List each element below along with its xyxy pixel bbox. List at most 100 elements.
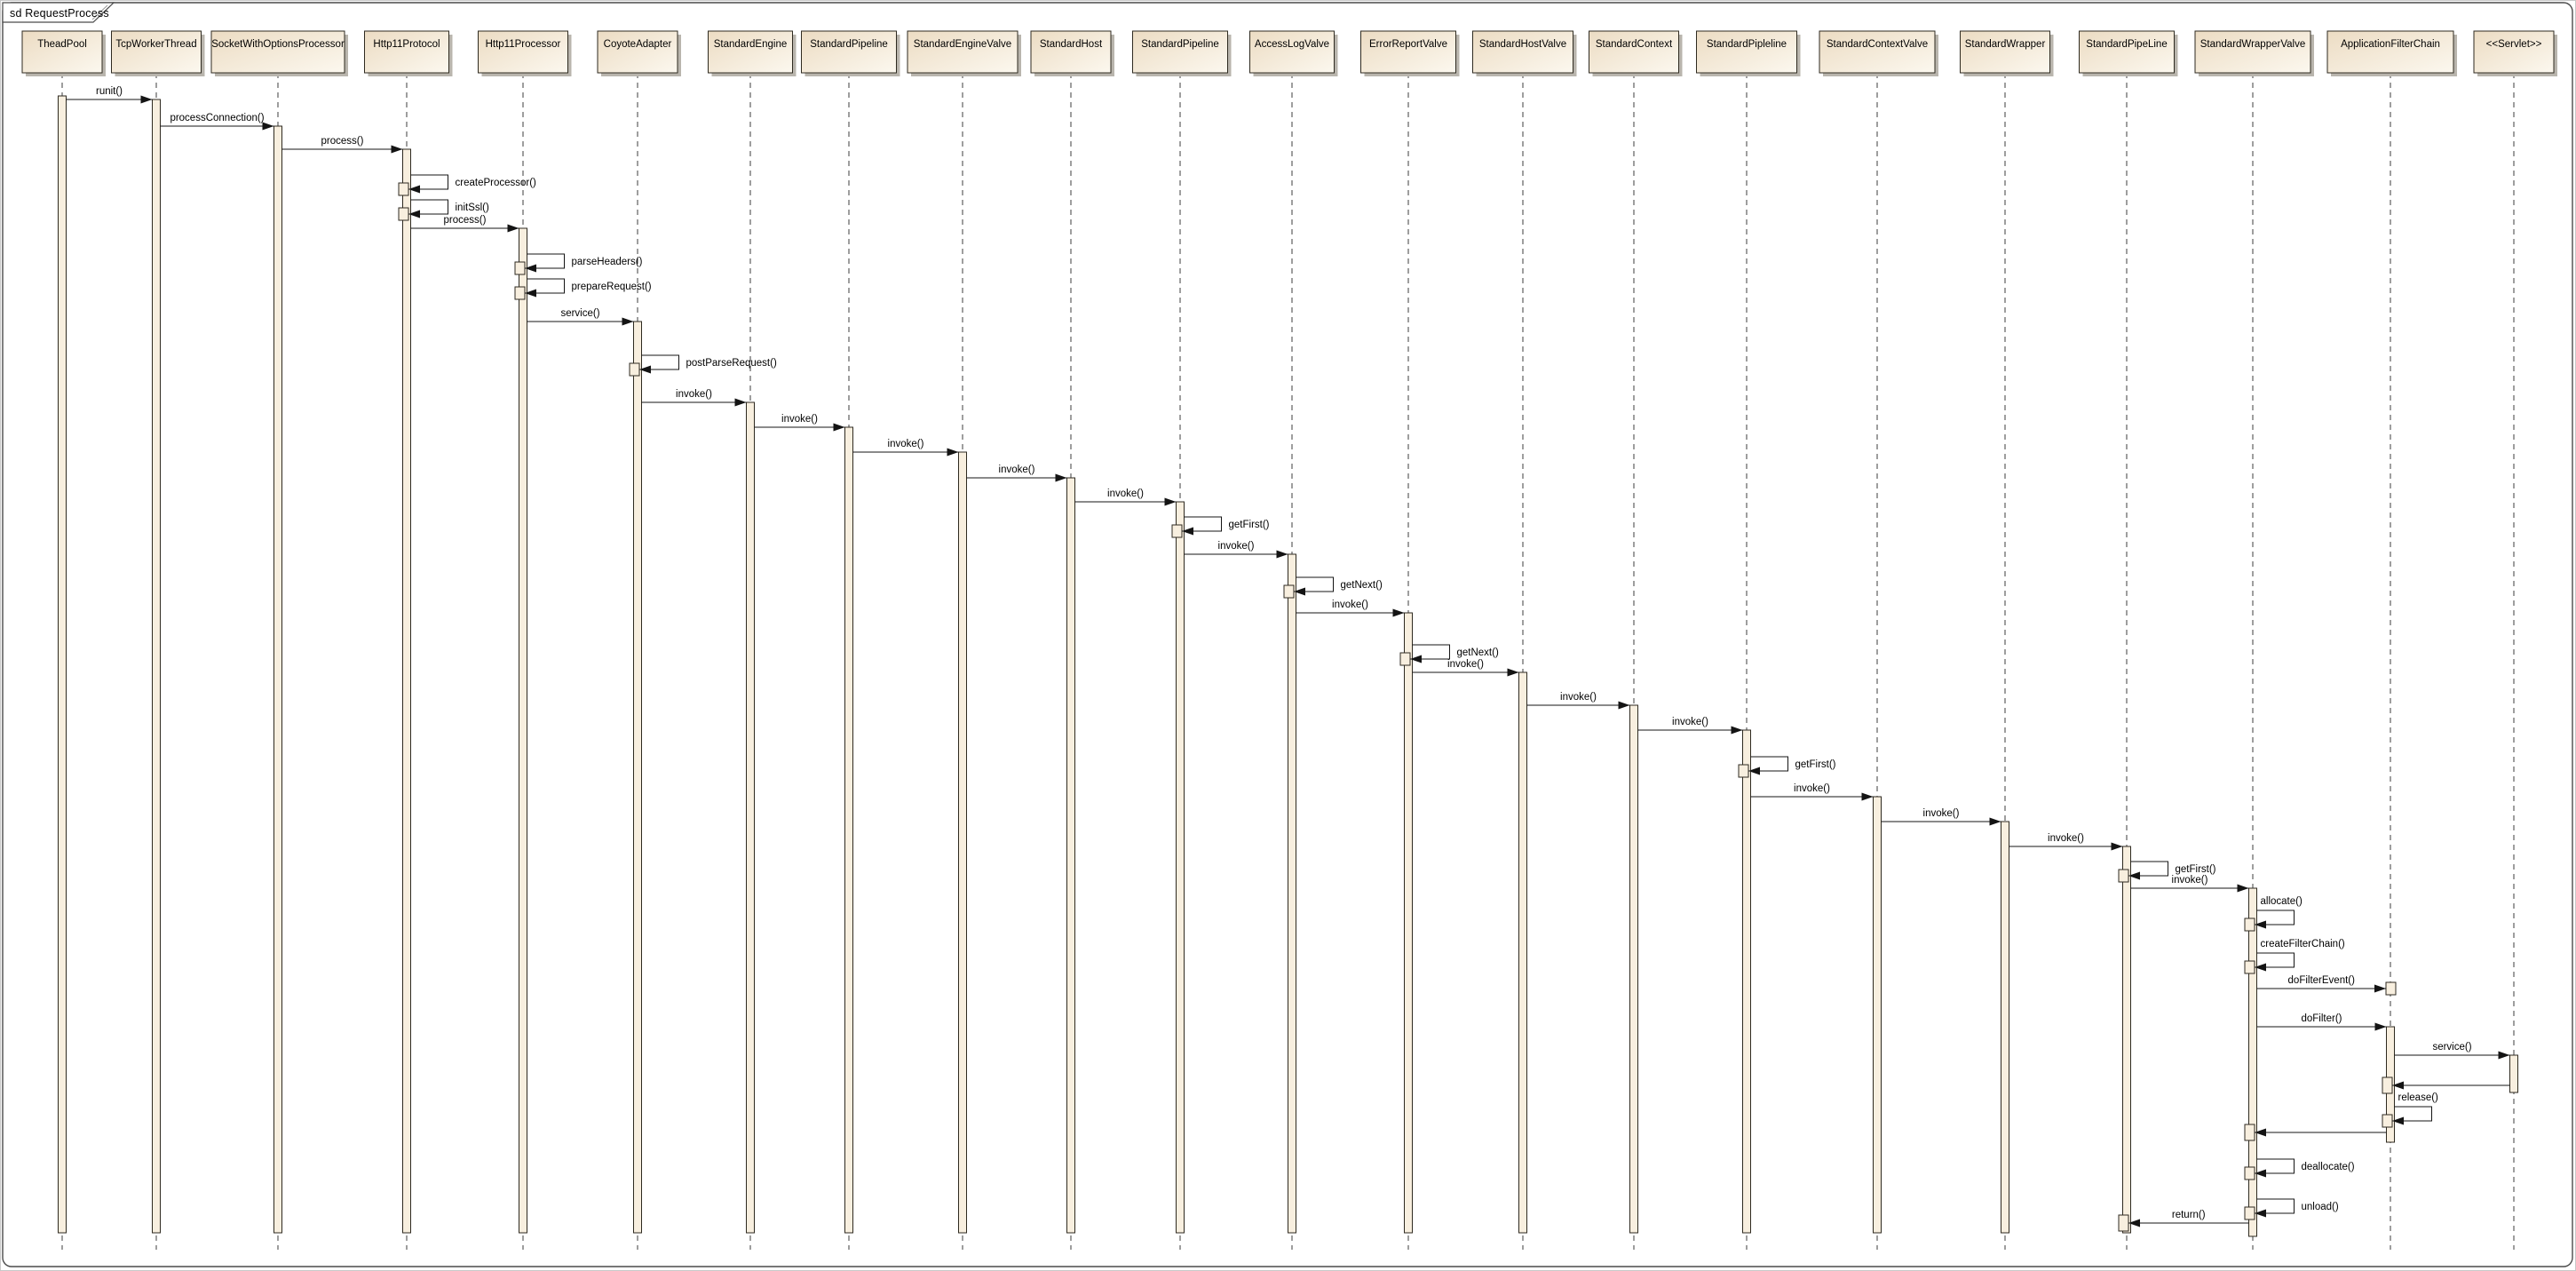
lifeline-head-box[interactable]	[1472, 30, 1573, 74]
lifeline-head-box[interactable]	[1249, 30, 1335, 74]
message-invoke[interactable]: invoke()	[966, 465, 1067, 482]
lifeline-head-box[interactable]	[2079, 30, 2175, 74]
message-invoke[interactable]: invoke()	[754, 414, 845, 432]
message-process[interactable]: process()	[410, 215, 519, 233]
arrowhead-icon	[833, 423, 845, 432]
activation-bar[interactable]	[1873, 796, 1882, 1234]
self-message-allocate[interactable]: allocate()	[2244, 896, 2303, 932]
activation-bar[interactable]	[1288, 553, 1296, 1234]
activation-bar[interactable]	[633, 321, 642, 1234]
self-message-initSsl[interactable]: initSsl()	[398, 199, 490, 221]
self-message-getNext[interactable]: getNext()	[1283, 576, 1383, 599]
activation-bar[interactable]	[1066, 477, 1075, 1234]
message-return[interactable]: return()	[2118, 1210, 2249, 1232]
message-invoke[interactable]: invoke()	[1526, 692, 1630, 710]
lifeline-head-box[interactable]	[1030, 30, 1112, 74]
self-message-createFilterChain[interactable]: createFilterChain()	[2244, 939, 2345, 974]
activation-bar[interactable]	[519, 227, 527, 1234]
message-doFilterEvent[interactable]: doFilterEvent()	[2256, 975, 2397, 996]
lifeline-head-box[interactable]	[478, 30, 568, 74]
message-invoke[interactable]: invoke()	[2130, 875, 2249, 893]
lifeline-head-box[interactable]	[364, 30, 449, 74]
message-invoke[interactable]: invoke()	[641, 389, 747, 407]
self-message-createProcessor[interactable]: createProcessor()	[398, 174, 537, 196]
lifeline-head-box[interactable]	[1819, 30, 1936, 74]
message-invoke[interactable]: invoke()	[1074, 489, 1177, 506]
message-processConnection[interactable]: processConnection()	[160, 113, 274, 131]
activation-bar[interactable]	[2509, 1054, 2518, 1093]
lifeline-head-box[interactable]	[1360, 30, 1456, 74]
message-invoke[interactable]: invoke()	[1184, 541, 1288, 559]
lifeline-head-box[interactable]	[1960, 30, 2050, 74]
self-return-activation	[514, 286, 526, 300]
lifeline-head-box[interactable]	[907, 30, 1019, 74]
message-invoke[interactable]: invoke()	[1637, 717, 1743, 735]
message-invoke[interactable]: invoke()	[1750, 783, 1874, 801]
activation-bar[interactable]	[1518, 671, 1527, 1234]
message-invoke[interactable]: invoke()	[1412, 659, 1519, 677]
activation-bar[interactable]	[1176, 501, 1185, 1234]
message-invoke[interactable]: invoke()	[1881, 808, 2001, 826]
activation-bar[interactable]	[958, 451, 967, 1234]
self-message-release[interactable]: release()	[2382, 1092, 2438, 1128]
activation-bar[interactable]	[152, 99, 161, 1234]
lifeline-name: CoyoteAdapter	[604, 39, 672, 50]
activation-bar[interactable]	[58, 95, 67, 1234]
activation-bar[interactable]	[844, 426, 853, 1234]
lifeline-name: StandardContext	[1596, 39, 1673, 50]
message-service[interactable]: service()	[527, 308, 634, 326]
lifeline-head-box[interactable]	[2473, 30, 2555, 74]
arrowhead-icon	[2128, 1219, 2140, 1227]
self-message-getFirst[interactable]: getFirst()	[1171, 516, 1270, 538]
message-return[interactable]	[2244, 1124, 2387, 1141]
message-invoke[interactable]: invoke()	[2009, 833, 2123, 851]
lifeline-head-box[interactable]	[111, 30, 202, 74]
lifeline-head-box[interactable]	[21, 30, 103, 74]
self-message-loop	[1410, 644, 1450, 660]
activation-bar[interactable]	[2248, 887, 2257, 1237]
activation-bar[interactable]	[1742, 729, 1751, 1234]
message-service[interactable]: service()	[2394, 1042, 2510, 1060]
lifeline-head-box[interactable]	[210, 30, 345, 74]
activation-bar[interactable]	[746, 401, 755, 1234]
lifeline-head-box[interactable]	[1589, 30, 1679, 74]
self-message-deallocate[interactable]: deallocate()	[2244, 1158, 2355, 1180]
lifeline-name: StandardPipleline	[1707, 39, 1787, 50]
self-message-parseHeaders[interactable]: parseHeaders()	[514, 253, 643, 275]
self-message-getFirst[interactable]: getFirst()	[1738, 756, 1836, 778]
activation-bar[interactable]	[2001, 821, 2009, 1234]
message-invoke[interactable]: invoke()	[852, 439, 959, 457]
message-return[interactable]	[2382, 1076, 2510, 1094]
self-message-postParseRequest[interactable]: postParseRequest()	[629, 354, 777, 377]
lifeline-head-box[interactable]	[801, 30, 897, 74]
self-message-getNext[interactable]: getNext()	[1399, 644, 1499, 666]
lifeline-head-box[interactable]	[708, 30, 793, 74]
activation-bar[interactable]	[273, 125, 282, 1234]
message-label: invoke()	[1218, 541, 1255, 552]
self-return-activation	[2118, 869, 2129, 883]
self-message-prepareRequest[interactable]: prepareRequest()	[514, 278, 652, 300]
arrowhead-icon	[2374, 984, 2386, 993]
arrowhead-icon	[262, 122, 274, 131]
lifeline-head-box[interactable]	[1696, 30, 1797, 74]
activation-bar[interactable]	[1404, 612, 1413, 1234]
message-runit[interactable]: runit()	[66, 86, 153, 104]
message-process[interactable]: process()	[281, 136, 403, 154]
activation-bar[interactable]	[402, 148, 411, 1234]
message-label: initSsl()	[456, 203, 490, 213]
self-message-unload[interactable]: unload()	[2244, 1198, 2339, 1220]
lifeline-head-box[interactable]	[2194, 30, 2311, 74]
lifeline-name: StandardPipeline	[810, 39, 888, 50]
arrowhead-icon	[2128, 871, 2140, 880]
activation-bar[interactable]	[2122, 846, 2131, 1234]
activation-bar[interactable]	[1629, 704, 1638, 1234]
self-message-getFirst[interactable]: getFirst()	[2118, 861, 2216, 883]
message-label: createProcessor()	[456, 178, 537, 188]
lifeline-head-box[interactable]	[2326, 30, 2454, 74]
message-doFilter[interactable]: doFilter()	[2256, 1013, 2387, 1031]
lifeline-head-box[interactable]	[597, 30, 678, 74]
arrowhead-icon	[1055, 473, 1067, 482]
lifeline-head-box[interactable]	[1132, 30, 1228, 74]
message-invoke[interactable]: invoke()	[1296, 600, 1405, 617]
lifeline-name: StandardPipeLine	[2086, 39, 2167, 50]
